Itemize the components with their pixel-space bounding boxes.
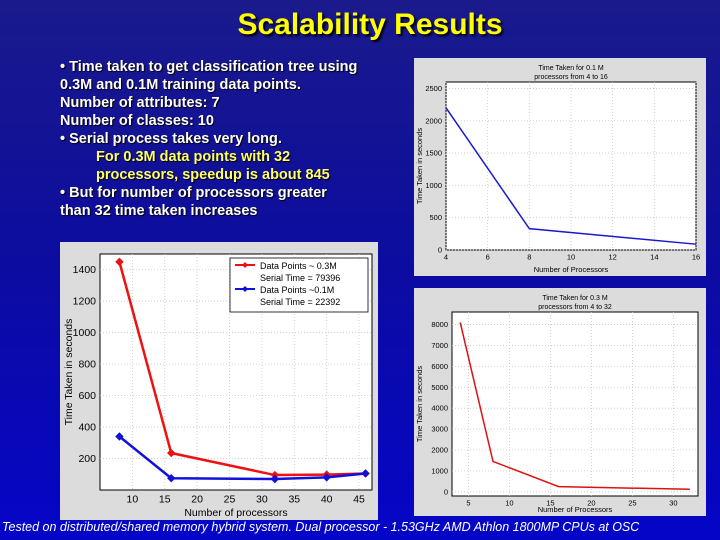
x-axis-label: Number of Processors	[534, 265, 609, 274]
bullet-line: Number of attributes: 7	[60, 95, 220, 111]
y-tick-label: 2500	[425, 84, 442, 93]
series-line	[445, 107, 697, 245]
y-tick-label: 1000	[425, 181, 442, 190]
data-point	[115, 432, 124, 441]
y-tick-label: 1000	[431, 466, 448, 475]
x-tick-label: 40	[321, 494, 333, 506]
x-tick-label: 20	[587, 499, 595, 508]
x-tick-label: 30	[669, 499, 677, 508]
legend-entry: Serial Time = 22392	[260, 297, 340, 307]
chart-title: processors from 4 to 32	[538, 304, 612, 311]
bullet-subline: For 0.3M data points with 32	[96, 149, 291, 165]
bullet-subline: processors, speedup is about 845	[96, 167, 330, 183]
y-tick-label: 2000	[425, 116, 442, 125]
bullet-line: 0.3M and 0.1M training data points.	[60, 77, 301, 93]
x-tick-label: 16	[692, 253, 700, 262]
footer-note: Tested on distributed/shared memory hybr…	[2, 520, 640, 534]
x-axis-label: Number of Processors	[538, 505, 613, 514]
x-tick-label: 15	[546, 499, 554, 508]
y-tick-label: 1200	[73, 296, 97, 308]
y-tick-label: 0	[444, 487, 448, 496]
bullet-text-block: • Time taken to get classification tree …	[60, 58, 405, 220]
data-point	[115, 257, 124, 267]
chart-top-right: 4 6 8 10 12 14 16 0 500 1000 1500 2000 2500 Time Take…	[414, 58, 706, 276]
x-tick-label: 10	[505, 499, 513, 508]
x-axis-label: Number of processors	[184, 507, 287, 519]
y-axis-label: Time Taken in seconds	[63, 319, 75, 426]
x-tick-label: 4	[444, 253, 448, 262]
y-tick-label: 0	[438, 246, 442, 255]
legend-marker	[242, 286, 248, 292]
y-axis-label: Time Taken in seconds	[415, 128, 424, 205]
y-tick-label: 600	[78, 390, 96, 402]
x-tick-label: 10	[127, 494, 139, 506]
y-tick-label: 200	[78, 453, 96, 465]
y-tick-label: 6000	[431, 362, 448, 371]
y-tick-label: 1000	[73, 327, 97, 339]
x-tick-label: 45	[353, 494, 365, 506]
chart-main: 10 15 20 25 30 35 40 45 200 400 600 800 1000 1200 1400…	[60, 242, 378, 520]
legend-entry: Serial Time = 79396	[260, 273, 340, 283]
chart-title: Time Taken for 0.1 M	[538, 65, 604, 72]
x-tick-label: 5	[466, 499, 470, 508]
x-tick-label: 25	[628, 499, 636, 508]
series-line	[459, 322, 690, 491]
legend-entry: Data Points ~ 0.3M	[260, 261, 337, 271]
legend-entry: Data Points ~0.1M	[260, 285, 334, 295]
x-tick-label: 6	[486, 253, 490, 262]
data-point	[167, 448, 176, 458]
x-tick-label: 12	[608, 253, 616, 262]
chart-bottom-right: 5 10 15 20 25 30 0 1000 2000 3000 4000 5000 6000 7000…	[414, 288, 706, 516]
y-tick-label: 500	[429, 213, 442, 222]
data-point	[361, 469, 370, 478]
bullet-line: • Serial process takes very long.	[60, 131, 282, 147]
y-tick-label: 1400	[73, 264, 97, 276]
x-tick-label: 10	[567, 253, 575, 262]
slide-title: Scalability Results	[237, 8, 503, 41]
plot-area	[451, 311, 699, 497]
x-tick-label: 35	[288, 494, 300, 506]
data-point	[322, 473, 331, 482]
y-tick-label: 7000	[431, 341, 448, 350]
y-tick-label: 1500	[425, 149, 442, 158]
y-tick-label: 5000	[431, 383, 448, 392]
bullet-line: Number of classes: 10	[60, 113, 214, 129]
y-tick-label: 800	[78, 359, 96, 371]
data-point	[270, 474, 280, 484]
bullet-line: • But for number of processors greater	[60, 185, 327, 201]
x-tick-label: 30	[256, 494, 268, 506]
x-tick-label: 8	[527, 253, 531, 262]
x-tick-label: 20	[191, 494, 203, 506]
y-tick-label: 8000	[431, 320, 448, 329]
x-tick-label: 25	[224, 494, 236, 506]
y-tick-label: 2000	[431, 446, 448, 455]
legend-box	[229, 257, 369, 313]
y-axis-label: Time Taken in seconds	[415, 366, 424, 443]
bullet-line: than 32 time taken increases	[60, 203, 258, 219]
y-tick-label: 3000	[431, 425, 448, 434]
data-point	[167, 473, 176, 483]
legend-marker	[242, 262, 248, 268]
chart-title: processors from 4 to 16	[534, 74, 608, 81]
chart-title: Time Taken for 0.3 M	[542, 295, 608, 302]
x-tick-label: 14	[650, 253, 658, 262]
bullet-line: • Time taken to get classification tree …	[60, 59, 358, 75]
x-tick-label: 15	[159, 494, 171, 506]
y-tick-label: 4000	[431, 404, 448, 413]
y-tick-label: 400	[78, 422, 96, 434]
